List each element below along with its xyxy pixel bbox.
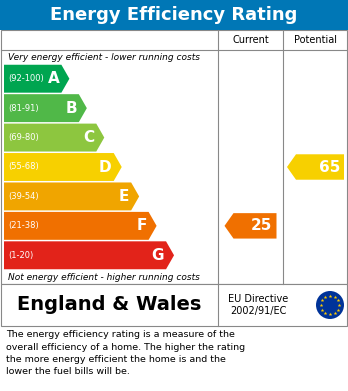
Text: EU Directive: EU Directive — [228, 294, 288, 304]
Bar — [1, 30, 347, 284]
Text: (21-38): (21-38) — [8, 221, 39, 230]
Text: England & Wales: England & Wales — [17, 296, 201, 314]
Polygon shape — [4, 65, 69, 93]
Polygon shape — [287, 154, 344, 180]
Text: (92-100): (92-100) — [8, 74, 44, 83]
Text: 2002/91/EC: 2002/91/EC — [230, 306, 287, 316]
Text: (81-91): (81-91) — [8, 104, 39, 113]
Polygon shape — [4, 94, 87, 122]
Text: (1-20): (1-20) — [8, 251, 33, 260]
Text: (55-68): (55-68) — [8, 163, 39, 172]
Bar — [0, 0, 348, 30]
Text: D: D — [99, 160, 112, 174]
Text: Current: Current — [232, 35, 269, 45]
Text: (39-54): (39-54) — [8, 192, 39, 201]
Text: G: G — [151, 248, 164, 263]
Text: E: E — [119, 189, 129, 204]
Text: 25: 25 — [251, 218, 272, 233]
Text: Not energy efficient - higher running costs: Not energy efficient - higher running co… — [8, 273, 200, 282]
Text: A: A — [48, 71, 60, 86]
Polygon shape — [4, 241, 174, 269]
Polygon shape — [4, 124, 104, 152]
Bar — [1, 284, 347, 326]
Text: (69-80): (69-80) — [8, 133, 39, 142]
Polygon shape — [4, 153, 122, 181]
Polygon shape — [224, 213, 277, 239]
Text: The energy efficiency rating is a measure of the
overall efficiency of a home. T: The energy efficiency rating is a measur… — [6, 330, 245, 377]
Circle shape — [316, 291, 344, 319]
Text: 65: 65 — [319, 160, 340, 174]
Text: B: B — [65, 100, 77, 116]
Text: Very energy efficient - lower running costs: Very energy efficient - lower running co… — [8, 52, 200, 61]
Text: F: F — [136, 218, 147, 233]
Text: Potential: Potential — [294, 35, 337, 45]
Polygon shape — [4, 183, 139, 210]
Polygon shape — [4, 212, 157, 240]
Text: Energy Efficiency Rating: Energy Efficiency Rating — [50, 6, 298, 24]
Text: C: C — [83, 130, 94, 145]
